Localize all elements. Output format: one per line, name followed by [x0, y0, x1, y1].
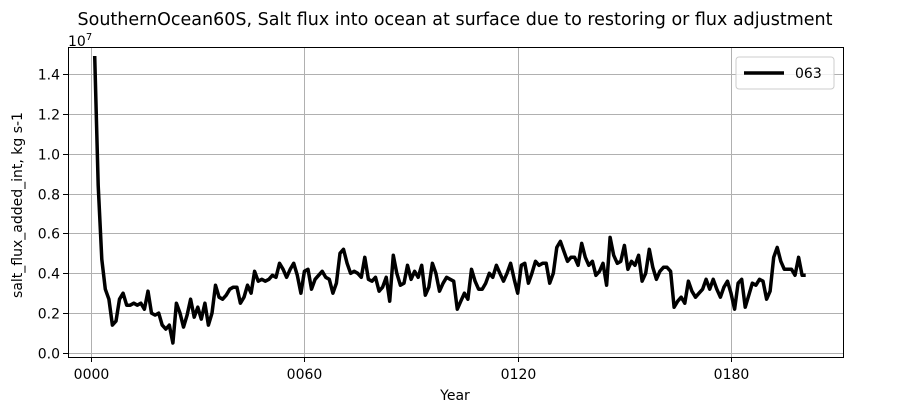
legend-label-063: 063: [795, 66, 822, 82]
x-tick-label: 0060: [287, 367, 323, 383]
x-tick-label: 0180: [714, 367, 750, 383]
legend: 063: [735, 56, 835, 90]
legend-frame: [735, 56, 835, 90]
y-tick-label: 0.0: [38, 347, 60, 363]
axis-ticks: 0000 0060 0120 0180 0.0 0.2 0.4 0.6 0.8 1.0 1.2 1.4: [38, 68, 750, 384]
y-tick-label: 1.2: [38, 108, 60, 124]
y-tick-label: 0.4: [38, 267, 60, 283]
chart-title: SouthernOcean60S, Salt flux into ocean a…: [78, 10, 833, 30]
y-tick-label: 1.0: [38, 148, 60, 164]
x-axis-label: Year: [439, 388, 470, 404]
y-tick-label: 0.8: [38, 188, 60, 204]
y-tick-label: 0.6: [38, 227, 60, 243]
grid: [68, 47, 843, 357]
y-axis-label: salt_flux_added_int, kg s-1: [10, 112, 26, 298]
x-tick-label: 0120: [501, 367, 537, 383]
y-tick-label: 0.2: [38, 307, 60, 323]
y-tick-label: 1.4: [38, 68, 60, 84]
x-tick-label: 0000: [74, 367, 110, 383]
series-layer: [92, 55, 806, 345]
plot-area-frame: [68, 47, 844, 358]
series-line-063: [92, 55, 806, 345]
